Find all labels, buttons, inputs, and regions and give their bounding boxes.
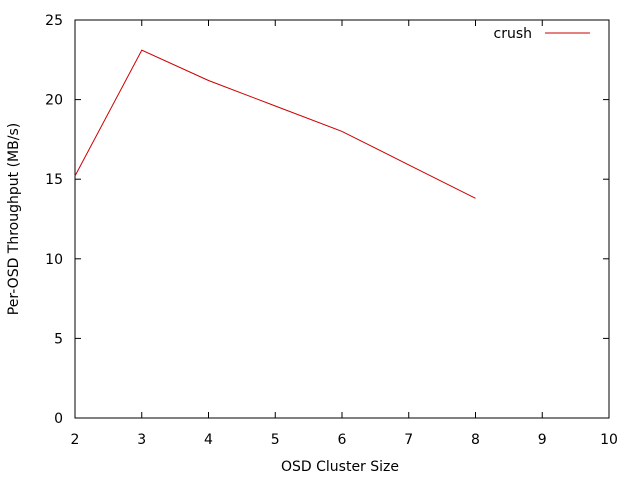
- legend-label-crush: crush: [494, 26, 533, 42]
- x-tick-label-5: 5: [271, 432, 280, 448]
- x-tick-label-6: 6: [338, 432, 347, 448]
- x-tick-label-9: 9: [538, 432, 547, 448]
- legend: crush: [494, 26, 590, 42]
- series-line-crush: [74, 49, 476, 199]
- x-tick-label-7: 7: [404, 432, 413, 448]
- y-tick-label-5: 5: [54, 331, 63, 347]
- y-axis-label: Per-OSD Throughput (MB/s): [6, 123, 22, 315]
- plot-frame: [74, 19, 610, 419]
- series-layer: [74, 49, 476, 199]
- x-axis-label: OSD Cluster Size: [281, 459, 399, 475]
- x-tick-label-10: 10: [600, 432, 618, 448]
- y-tick-label-0: 0: [54, 411, 63, 427]
- x-tick-label-8: 8: [471, 432, 480, 448]
- axis-ticks: [74, 19, 610, 419]
- y-tick-label-15: 15: [45, 172, 63, 188]
- y-tick-label-10: 10: [45, 252, 63, 268]
- x-tick-label-3: 3: [137, 432, 146, 448]
- x-tick-label-2: 2: [71, 432, 80, 448]
- y-tick-label-25: 25: [45, 13, 63, 29]
- y-tick-label-20: 20: [45, 93, 63, 109]
- tick-labels: 2 3 4 5 6 7 8 9 10 0 5 10 15 20 25: [45, 13, 618, 448]
- x-tick-label-4: 4: [204, 432, 213, 448]
